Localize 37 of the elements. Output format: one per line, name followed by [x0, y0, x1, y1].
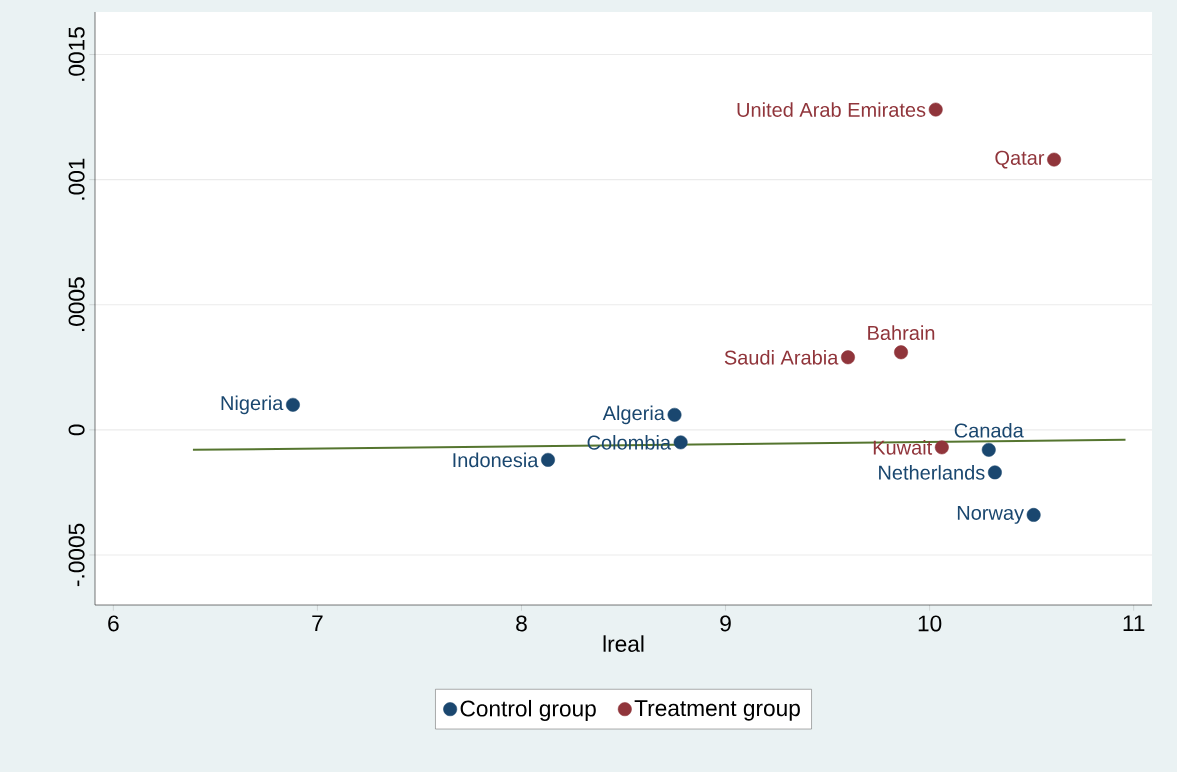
point — [541, 452, 555, 467]
x-tick-label: 11 — [1123, 615, 1145, 631]
y-tick-label: .0005 — [68, 277, 85, 332]
annotation: Indonesia — [453, 452, 539, 468]
annotation: Algeria — [602, 405, 665, 425]
point — [673, 435, 688, 450]
x-tick-label: 10 — [918, 615, 942, 632]
point — [928, 102, 943, 117]
point — [934, 440, 949, 455]
x-tick-label: 9 — [720, 615, 731, 632]
point — [981, 442, 996, 457]
x-tick-label: 7 — [312, 615, 323, 631]
point — [894, 345, 908, 360]
x-axis-title: lreal — [603, 635, 644, 652]
point — [841, 350, 855, 365]
x-tick-label: 8 — [516, 615, 527, 632]
annotation: Saudi Arabia — [724, 349, 839, 365]
annotation: Canada — [954, 422, 1024, 438]
annotation: Netherlands — [879, 465, 985, 480]
point — [667, 407, 682, 422]
annotation: United Arab Emirates — [737, 102, 926, 117]
annotation: Qatar — [995, 150, 1045, 169]
point — [286, 397, 300, 412]
y-tick-label: .0015 — [68, 27, 85, 81]
point — [987, 465, 1002, 480]
legend-label: Control group — [460, 699, 596, 722]
annotation: Kuwait — [873, 440, 933, 455]
point — [1047, 152, 1062, 167]
y-tick-label: .001 — [68, 158, 85, 200]
legend-label: Treatment group — [634, 700, 800, 721]
x-tick-label: 6 — [108, 615, 119, 632]
annotation: Bahrain — [868, 325, 935, 341]
annotation: Nigeria — [221, 395, 284, 415]
y-tick-label: -.0005 — [68, 523, 85, 587]
y-tick-label: 0 — [68, 424, 85, 436]
point — [1026, 507, 1041, 522]
annotation: Norway — [957, 505, 1024, 524]
